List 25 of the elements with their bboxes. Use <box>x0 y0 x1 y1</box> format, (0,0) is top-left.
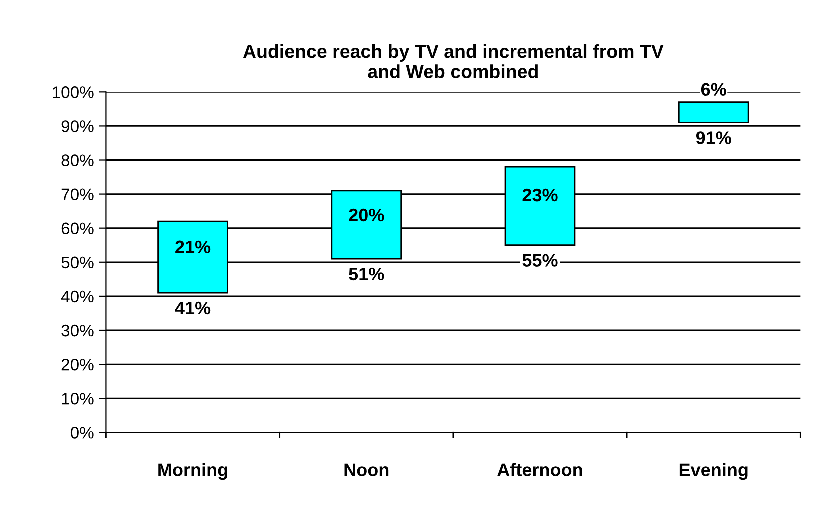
y-tick-label: 10% <box>62 392 94 405</box>
data-label: 21% <box>176 240 211 254</box>
x-tick-label: Noon <box>344 464 389 476</box>
annotation: 55% <box>522 254 558 267</box>
y-tick-label: 0% <box>70 427 94 439</box>
bar <box>678 102 750 124</box>
y-tick-label: 30% <box>62 324 94 337</box>
y-tick-label: 50% <box>62 256 94 269</box>
annotation: 41% <box>175 302 211 315</box>
y-tick-label: 70% <box>62 188 94 201</box>
y-tick-label: 40% <box>61 290 94 303</box>
y-tick-label: 90% <box>62 120 94 132</box>
y-tick-label: 60% <box>62 222 94 235</box>
x-tick-label: Evening <box>680 463 748 480</box>
data-label: 20% <box>349 208 384 222</box>
x-tick-label: Afternoon <box>498 463 582 476</box>
y-tick-label: 100% <box>53 86 94 98</box>
chart-title: Audience reach by TV and incremental from TV and Web combined <box>243 44 664 78</box>
y-tick-label: 20% <box>62 358 94 371</box>
y-tick-label: 80% <box>62 154 94 166</box>
data-label: 23% <box>522 188 558 202</box>
data-label: 6% <box>701 83 726 96</box>
x-tick-label: Morning <box>158 463 228 480</box>
annotation: 51% <box>349 268 384 281</box>
annotation: 91% <box>696 132 732 144</box>
